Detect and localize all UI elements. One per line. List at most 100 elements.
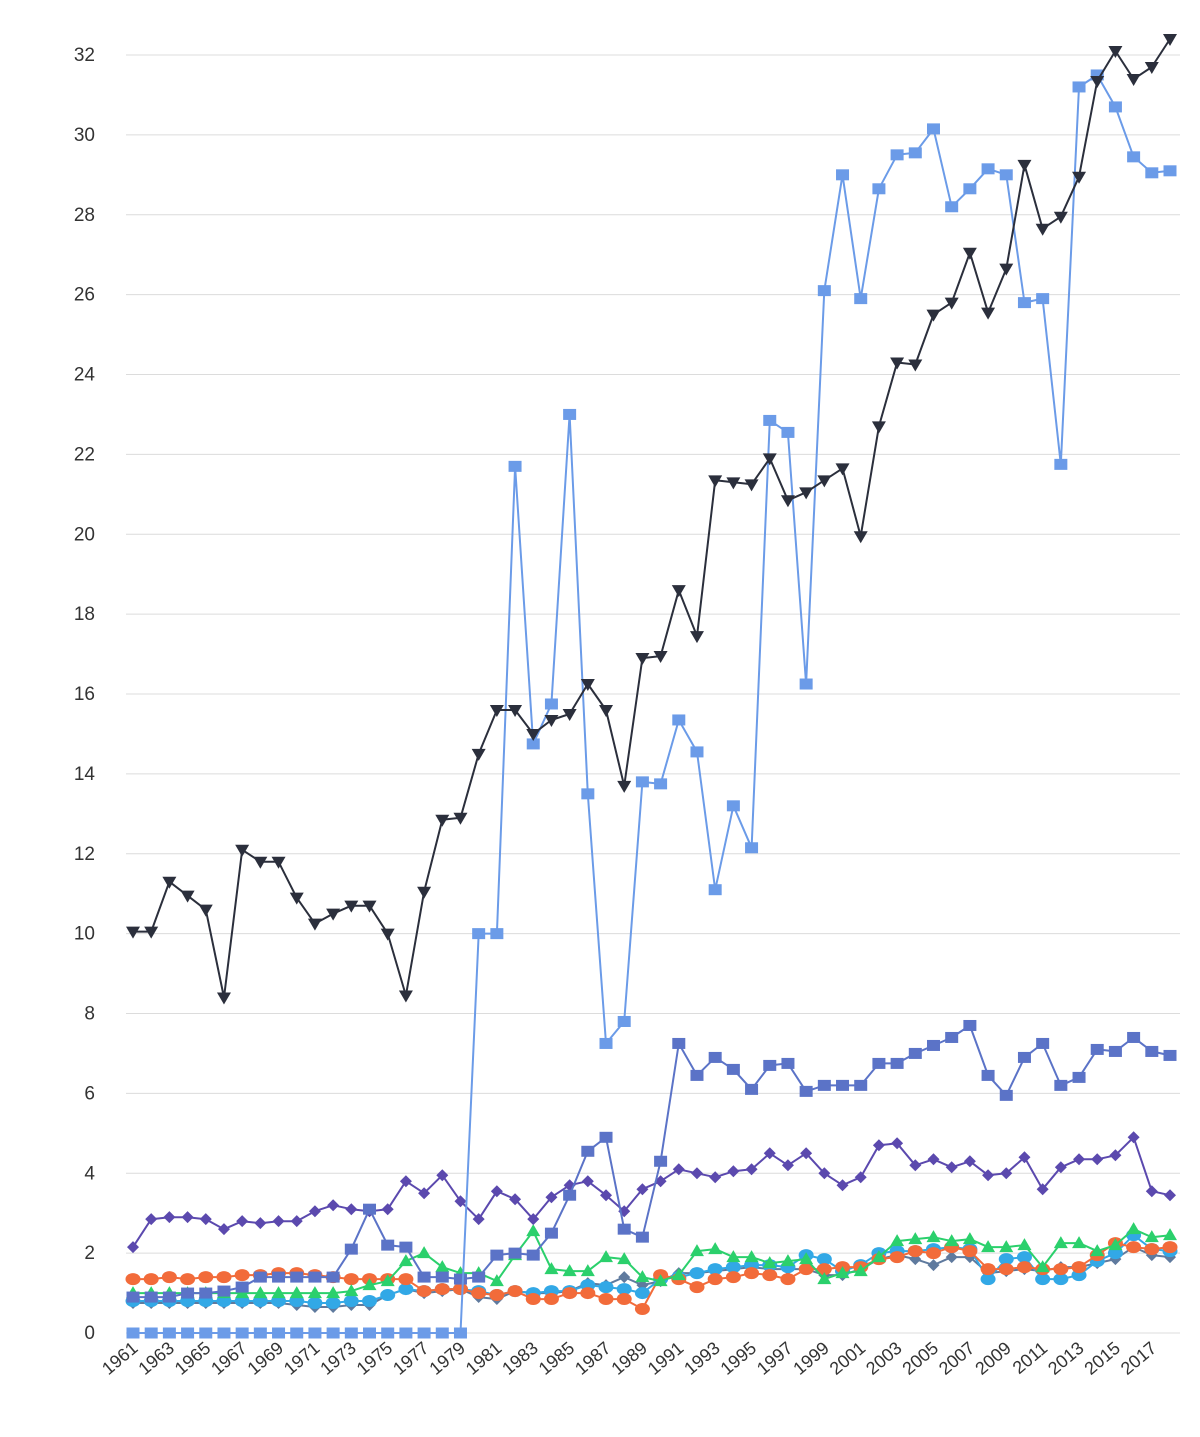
y-tick-label: 0	[84, 1323, 95, 1344]
data-point	[998, 1263, 1014, 1276]
series-3	[126, 1019, 1177, 1303]
data-point	[362, 1295, 378, 1308]
data-point	[872, 1057, 886, 1069]
data-point	[126, 926, 140, 939]
data-point	[599, 1250, 614, 1263]
data-point	[1072, 1071, 1086, 1083]
data-point	[980, 1273, 996, 1286]
data-point	[780, 1273, 796, 1286]
data-point	[762, 1256, 777, 1269]
x-tick-label: 2005	[899, 1338, 943, 1379]
data-point	[927, 1259, 940, 1272]
data-point	[344, 1327, 358, 1339]
data-point	[180, 1273, 196, 1286]
data-point	[199, 1327, 213, 1339]
data-point	[235, 844, 250, 857]
data-point	[290, 1327, 304, 1339]
data-point	[417, 1246, 432, 1259]
x-tick-label: 1967	[207, 1338, 251, 1379]
data-point	[508, 704, 523, 717]
data-point	[926, 123, 940, 135]
data-point	[526, 728, 541, 741]
data-point	[1127, 1031, 1141, 1043]
data-point	[816, 1263, 832, 1276]
data-point	[799, 1252, 814, 1265]
x-tick-label: 1961	[98, 1338, 142, 1379]
data-point	[563, 1189, 577, 1201]
data-point	[981, 307, 996, 320]
data-point	[708, 475, 723, 488]
data-point	[871, 1250, 886, 1263]
data-point	[1036, 293, 1050, 305]
data-point	[598, 1293, 614, 1306]
data-point	[217, 1327, 231, 1339]
data-point	[1108, 1045, 1122, 1057]
x-tick-label: 2009	[971, 1338, 1015, 1379]
data-point	[144, 926, 159, 939]
data-point	[271, 856, 286, 869]
data-point	[654, 1175, 667, 1188]
data-point	[1035, 1273, 1051, 1286]
data-point	[199, 1213, 212, 1226]
y-tick-label: 16	[74, 684, 95, 705]
data-point	[453, 1273, 467, 1285]
data-point	[999, 169, 1013, 181]
data-point	[1053, 1273, 1069, 1286]
data-point	[272, 1215, 285, 1228]
data-point	[399, 1241, 413, 1253]
data-point	[1053, 1236, 1068, 1249]
data-point	[545, 1191, 558, 1204]
data-point	[527, 1213, 540, 1226]
data-point	[362, 900, 377, 913]
data-point	[217, 1223, 230, 1236]
data-point	[1017, 1051, 1031, 1063]
data-point	[890, 1057, 904, 1069]
grid-lines	[126, 54, 1180, 1334]
data-point	[799, 1085, 813, 1097]
data-point	[671, 585, 686, 598]
data-point	[926, 1039, 940, 1051]
data-point	[380, 928, 395, 941]
x-tick-label: 1979	[426, 1338, 470, 1379]
data-point	[708, 884, 722, 896]
data-point	[507, 1285, 523, 1298]
data-point	[163, 1211, 176, 1224]
data-point	[744, 1267, 760, 1280]
y-tick-label: 18	[74, 604, 95, 625]
data-point	[672, 1037, 686, 1049]
data-point	[144, 1291, 158, 1303]
data-point	[835, 463, 850, 476]
data-point	[854, 293, 868, 305]
data-point	[253, 1327, 267, 1339]
data-point	[689, 1267, 705, 1280]
data-point	[909, 1159, 922, 1172]
data-point	[380, 1289, 396, 1302]
data-point	[982, 1169, 995, 1182]
x-tick-label: 1977	[389, 1338, 433, 1379]
data-point	[399, 1175, 412, 1188]
data-point	[543, 1293, 559, 1306]
data-point	[581, 788, 595, 800]
x-axis: 1961196319651967196919711973197519771979…	[98, 1338, 1160, 1379]
data-point	[908, 1047, 922, 1059]
data-point	[345, 1203, 358, 1216]
data-point	[1017, 297, 1031, 309]
data-point	[471, 748, 486, 761]
data-point	[289, 892, 304, 905]
data-point	[1017, 159, 1032, 172]
data-point	[489, 1274, 504, 1287]
data-point	[509, 1193, 522, 1206]
data-point	[1053, 211, 1068, 224]
data-point	[816, 1253, 832, 1266]
data-point	[635, 653, 650, 666]
data-point	[707, 1263, 723, 1276]
data-point	[962, 1232, 977, 1245]
data-point	[454, 1195, 467, 1208]
data-point	[689, 631, 704, 644]
y-tick-label: 20	[74, 524, 95, 545]
data-point	[526, 1224, 541, 1237]
data-point	[798, 1263, 814, 1276]
data-point	[653, 651, 668, 664]
x-tick-label: 1965	[171, 1338, 215, 1379]
data-point	[1163, 165, 1177, 177]
